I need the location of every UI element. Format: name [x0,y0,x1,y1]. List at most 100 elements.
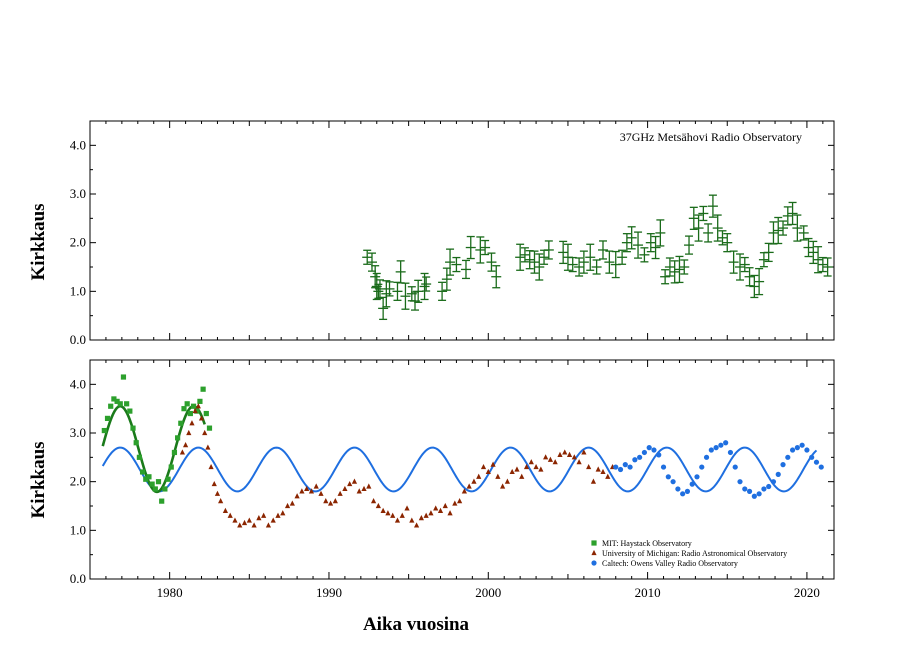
michigan-point [256,515,262,521]
metsahovi-point [597,240,608,260]
michigan-point [332,498,338,504]
metsahovi-point [465,235,476,260]
michigan-point [538,466,544,472]
caltech-point [809,454,815,460]
michigan-point [390,512,396,518]
michigan-point [504,478,511,484]
x-tick-label: 1980 [157,585,183,600]
michigan-point [566,451,573,457]
michigan-point [304,485,310,492]
haystack-point [114,398,120,404]
haystack-point [108,403,114,409]
metsahovi-point [822,257,833,277]
haystack-point [133,440,139,446]
haystack-point [162,486,168,492]
metsahovi-point [395,260,406,284]
michigan-point [251,522,257,528]
michigan-point [423,512,429,518]
metsahovi-point [763,242,774,263]
metsahovi-point [728,250,739,274]
caltech-point [694,474,700,480]
metsahovi-point [698,205,709,222]
metsahovi-point [400,282,411,310]
caltech-point [756,491,762,497]
michigan-point [413,522,420,528]
haystack-point [104,415,111,421]
metsahovi-point [792,214,803,242]
michigan-point [299,488,305,494]
legend-label: University of Michigan: Radio Astronomic… [602,549,787,558]
caltech-point [761,486,767,492]
legend-marker-square [591,540,597,546]
metsahovi-point [384,281,395,297]
michigan-point [232,517,238,523]
metsahovi-point [703,223,714,243]
caltech-point [799,442,805,448]
metsahovi-point [639,247,650,263]
michigan-point [218,498,224,504]
michigan-point [270,517,276,523]
metsahovi-point [674,255,685,284]
top-panel: 0.0 1.0 2.0 3.0 4.0 [70,120,835,347]
metsahovi-point [679,259,690,275]
michigan-point [205,444,211,450]
michigan-point [595,466,601,472]
metsahovi-point [688,206,699,230]
metsahovi-point [539,249,550,265]
michigan-point [543,454,549,460]
michigan-point [202,429,208,436]
bottom-y-tick-label: 2.0 [70,474,86,489]
top-y-tick-label: 3.0 [70,186,86,201]
metsahovi-point [441,267,452,291]
legend-label: MIT: Haystack Observatory [602,539,692,548]
michigan-point [246,517,252,523]
michigan-point [586,463,592,470]
haystack-point [152,486,158,492]
michigan-point [227,512,233,518]
metsahovi-point [445,248,456,276]
michigan-point [265,522,272,528]
michigan-point [337,490,343,496]
haystack-point [197,398,203,404]
metsahovi-point [562,243,573,271]
caltech-point [689,481,695,487]
metsahovi-point [413,279,424,303]
x-tick-label: 2020 [794,585,820,600]
haystack-point [206,425,213,431]
michigan-point [351,478,358,484]
michigan-point [471,478,477,484]
michigan-point [182,442,189,448]
metsahovi-point [475,236,486,264]
caltech-point [656,452,662,458]
metsahovi-point [626,226,637,250]
michigan-point [214,490,221,496]
michigan-point [480,463,487,470]
metsahovi-point [392,281,403,301]
top-plot-frame [89,120,835,341]
haystack-point [165,476,171,482]
caltech-point [641,449,648,456]
haystack-point [187,410,193,417]
michigan-point [509,468,515,475]
y-axis-title-bottom: Kirkkaus [28,441,49,518]
caltech-point [665,474,671,480]
caltech-point [675,486,681,492]
caltech-point [742,486,748,492]
caltech-point [684,488,691,494]
michigan-point [547,456,554,462]
caltech-point [751,493,757,499]
metsahovi-point [529,250,540,274]
metsahovi-point [543,240,554,260]
top-y-tick-label: 0.0 [70,332,86,347]
metsahovi-point [486,252,497,272]
michigan-point [442,502,448,509]
bottom-y-tick-label: 4.0 [70,376,86,391]
caltech-point [775,471,781,477]
haystack-point [143,476,149,482]
metsahovi-point [660,269,671,285]
metsahovi-point [558,240,569,265]
haystack-point [136,454,142,460]
michigan-point [222,507,229,513]
